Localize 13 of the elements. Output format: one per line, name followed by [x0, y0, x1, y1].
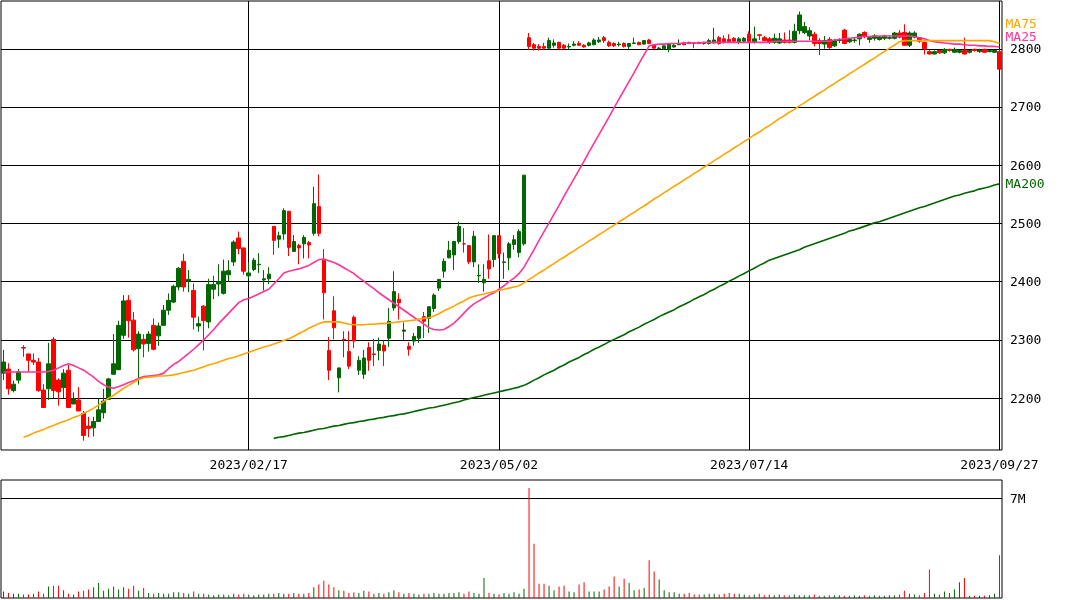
- y-tick-label: 2300: [1010, 332, 1042, 348]
- series-label: MA200: [1005, 176, 1045, 192]
- y-tick-label: 2400: [1010, 274, 1042, 290]
- x-tick-label: 2023/07/14: [710, 457, 789, 472]
- y-tick-label: 7M: [1010, 490, 1026, 506]
- y-tick-label: 2700: [1010, 99, 1042, 115]
- y-tick-label: 2500: [1010, 215, 1042, 231]
- x-tick-label: 2023/02/17: [209, 457, 288, 472]
- y-tick-label: 2600: [1010, 157, 1042, 173]
- x-tick-label: 2023/09/27: [960, 457, 1039, 472]
- y-tick-label: 2800: [1010, 41, 1042, 57]
- y-tick-label: 2200: [1010, 390, 1042, 406]
- x-tick-label: 2023/05/02: [459, 457, 539, 472]
